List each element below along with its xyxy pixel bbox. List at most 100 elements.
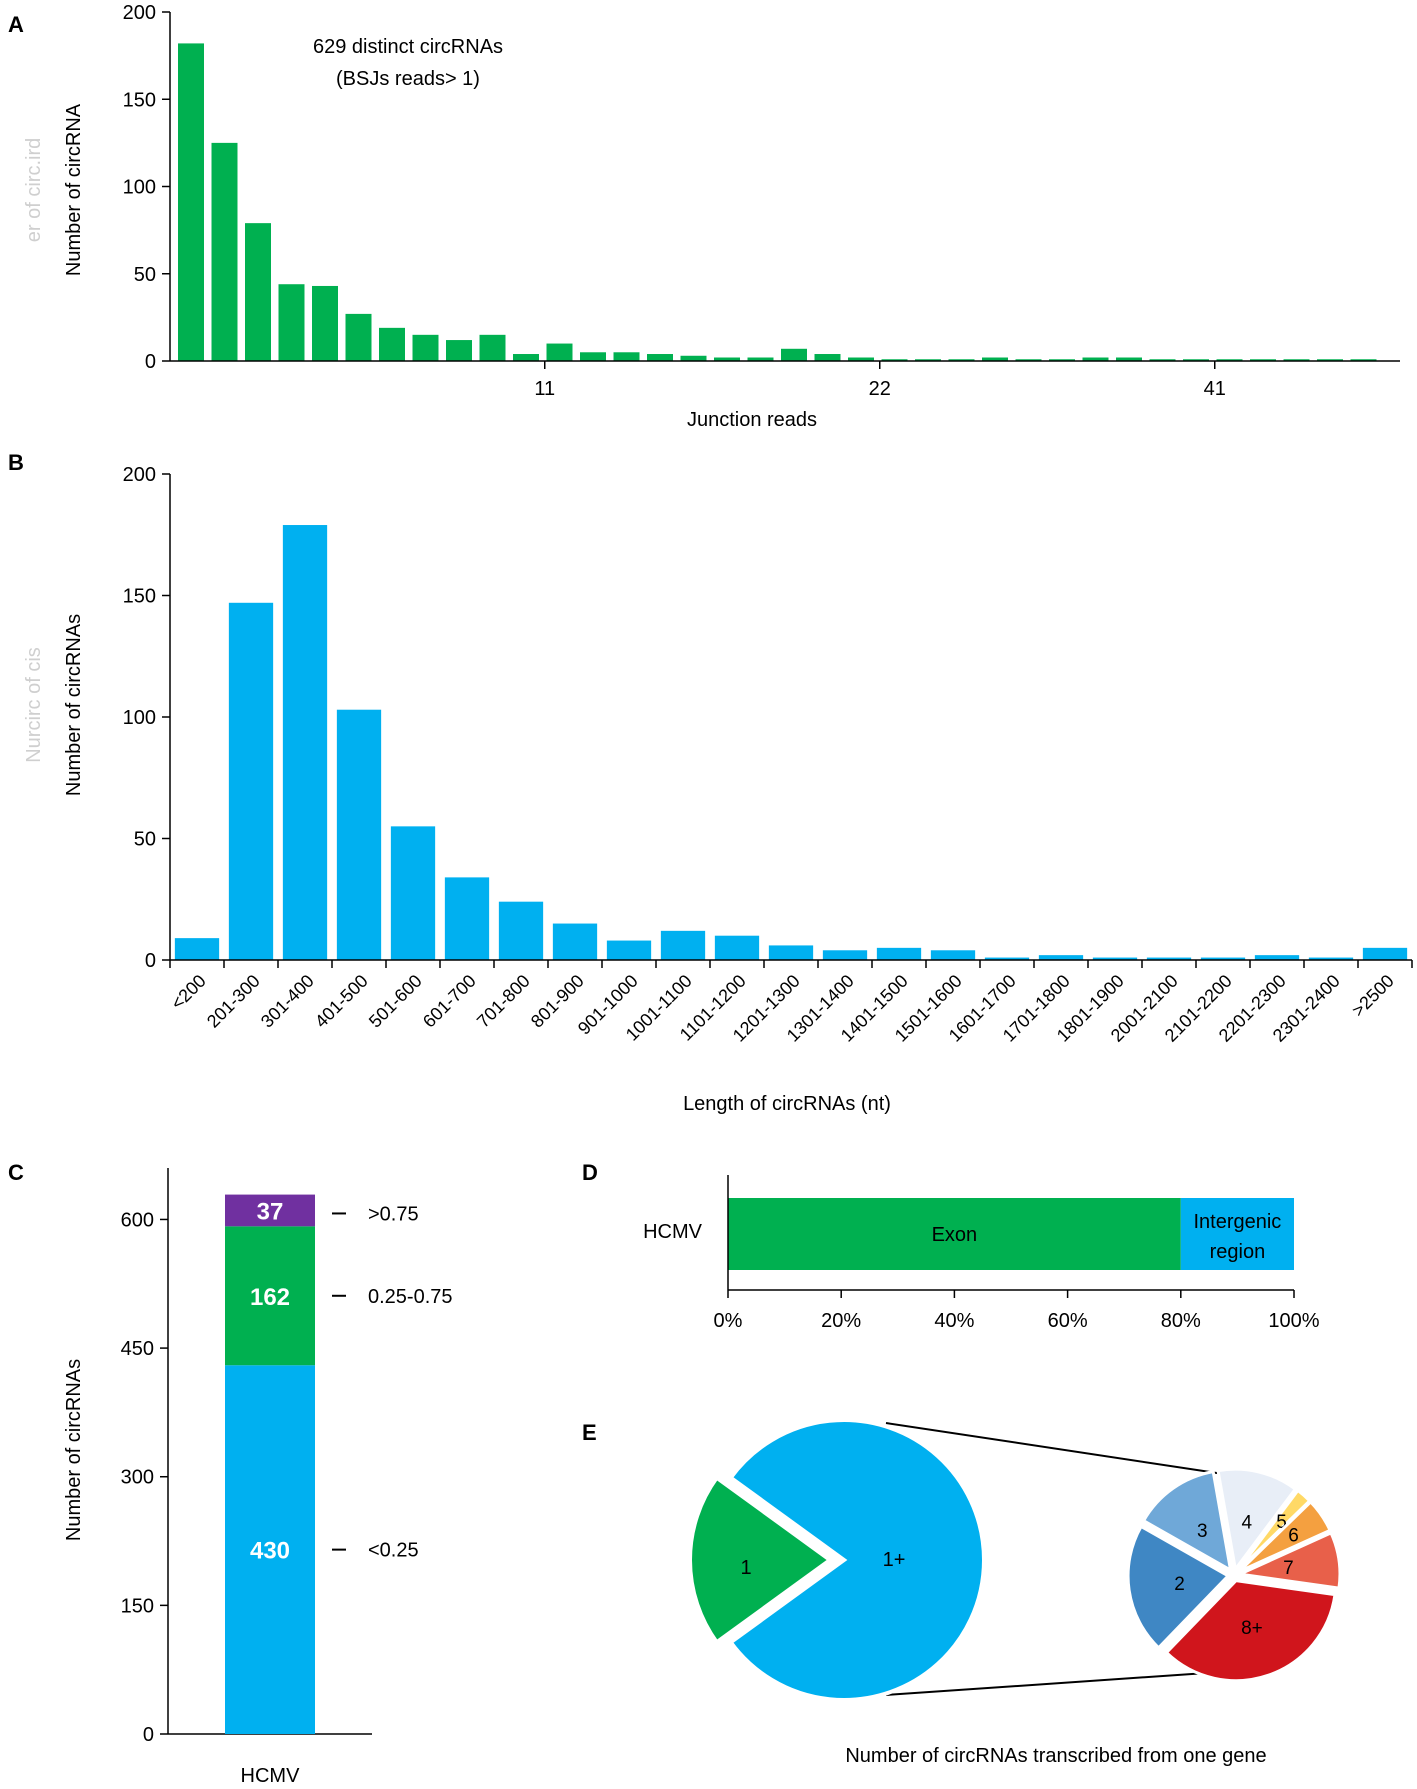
panel-b-bar [822,950,868,960]
panel-e: E 1 1+ 4 56 7 8+ 2 3 Number of circRNAs transc… [582,1418,1342,1767]
panel-b-bar [228,602,274,960]
panel-a-x-tick-label: 11 [534,378,555,400]
panel-b-y-axis: 0 50 100 150 200 [123,464,171,972]
panel-a-bar [312,285,338,361]
panel-d-segment-label: Exon [932,1224,978,1246]
panel-b-ghost-ylabel: Nurcirc of cis [23,647,45,763]
panel-b-y-tick-label: 150 [123,586,156,608]
panel-a-bar [446,340,472,361]
panel-e-detail-slice-label: 3 [1197,1521,1208,1542]
panel-c-y-tick-label: 450 [121,1338,154,1360]
panel-c-y-axis: 0 150 300 450 600 [121,1168,372,1746]
panel-a-bar [1216,359,1243,361]
panel-a-bar [211,142,238,361]
panel-a-bar [513,354,539,361]
panel-b-bar [444,877,490,960]
panel-a-bar [245,223,271,361]
panel-c-stacked-bar: 430 <0.25 162 0.25-0.75 37 >0.75 [225,1194,453,1734]
panel-d-x-tick-label: 40% [934,1310,974,1332]
panel-d-segment-label: Intergenic [1193,1211,1281,1233]
panel-a-bar [781,348,807,361]
panel-e-detail-slice-label: 5 [1276,1512,1287,1533]
panel-a-x-axis: 11 22 41 [170,360,1400,400]
panel-b-x-tick-label: >2500 [1348,971,1398,1021]
panel-b-bar [498,901,544,960]
panel-c-segment [225,1226,315,1366]
panel-a-bar [647,354,673,361]
panel-a-bar [714,357,740,361]
panel-a-bar [948,359,975,361]
panel-e-detail-slice [1126,1524,1231,1650]
panel-d-x-tick-label: 80% [1161,1310,1201,1332]
panel-a: A er of circ.ird Number of circRNA 0 50 10… [8,2,1400,431]
panel-b-x-tick-label: 401-500 [311,971,372,1032]
panel-a-annotation-line-1: 629 distinct circRNAs [313,36,503,58]
panel-b-bar [1254,955,1300,960]
panel-a-ghost-ylabel: er of circ.ird [23,138,45,242]
panel-a-y-tick-label: 50 [134,264,156,286]
panel-b-x-tick-label: 501-600 [365,971,426,1032]
panel-a-letter: A [8,12,24,37]
panel-b-bar [984,957,1030,960]
panel-e-detail-slice [1141,1469,1233,1573]
panel-a-bar [1149,359,1176,361]
panel-a-bar [1015,359,1042,361]
panel-b-bar [282,525,328,960]
panel-a-bar [814,354,841,361]
panel-d-x-tick-label: 100% [1268,1310,1319,1332]
panel-a-bar [278,284,305,361]
panel-a-bar [546,343,573,361]
panel-b-bar [552,923,598,960]
panel-a-bar [881,359,908,361]
panel-e-title: Number of circRNAs transcribed from one … [845,1745,1266,1767]
panel-d-stacked-bar: Exon Intergenic region [728,1198,1294,1270]
panel-a-xlabel: Junction reads [687,409,817,431]
panel-b-bar [660,930,706,960]
panel-d-x-axis: 0% 20% 40% 60% 80% 100% [714,1175,1320,1332]
panel-b-x-tick-label: <200 [167,971,210,1014]
panel-a-bar [1049,359,1075,361]
panel-d-segment [728,1198,1181,1270]
panel-b-x-axis: <200201-300301-400401-500501-600601-7007… [167,959,1413,1046]
panel-e-detail-slice [1164,1579,1337,1683]
panel-a-bar [345,313,372,361]
panel-b-x-tick-label: 301-400 [257,971,318,1032]
panel-c-segment-value: 162 [250,1284,290,1311]
panel-b-bar [1308,957,1354,960]
panel-a-bar [178,43,204,361]
panel-e-letter: E [582,1420,597,1445]
panel-a-bar [1350,359,1377,361]
panel-e-detail-slice [1216,1467,1298,1573]
panel-a-bar [848,357,874,361]
panel-b-bar [714,935,760,960]
panel-d-x-tick-label: 20% [821,1310,861,1332]
panel-b-bar [390,826,436,960]
panel-a-y-tick-label: 100 [123,177,156,199]
panel-b-bar [1146,957,1192,960]
panel-e-detail-slice-label: 2 [1174,1574,1185,1595]
panel-e-detail-slice-label: 6 [1288,1525,1299,1546]
panel-b-bar [1200,957,1246,960]
panel-e-detail-slice-label: 4 [1241,1512,1252,1533]
panel-e-main-slice-label: 1 [740,1557,751,1579]
panel-c-ylabel: Number of circRNAs [63,1359,85,1541]
panel-b-y-tick-label: 0 [145,950,156,972]
panel-b-xlabel: Length of circRNAs (nt) [683,1093,891,1115]
panel-a-bars [178,43,1377,361]
panel-d-category-label: HCMV [643,1221,703,1243]
panel-e-detail-slice [1234,1530,1342,1590]
panel-c-segment-value: 430 [250,1538,290,1565]
panel-c-legend-label: <0.25 [368,1540,419,1562]
panel-a-bar [613,352,640,361]
panel-a-bar [379,327,405,361]
panel-b-bar [876,947,922,960]
panel-a-bar [680,355,707,361]
panel-b-bar [606,940,652,960]
panel-a-bar [1250,359,1276,361]
panel-a-bar [479,334,506,361]
panel-a-bar [1317,359,1343,361]
panel-c-legend-label: 0.25-0.75 [368,1286,453,1308]
panel-a-bar [915,359,941,361]
panel-d-x-tick-label: 60% [1048,1310,1088,1332]
